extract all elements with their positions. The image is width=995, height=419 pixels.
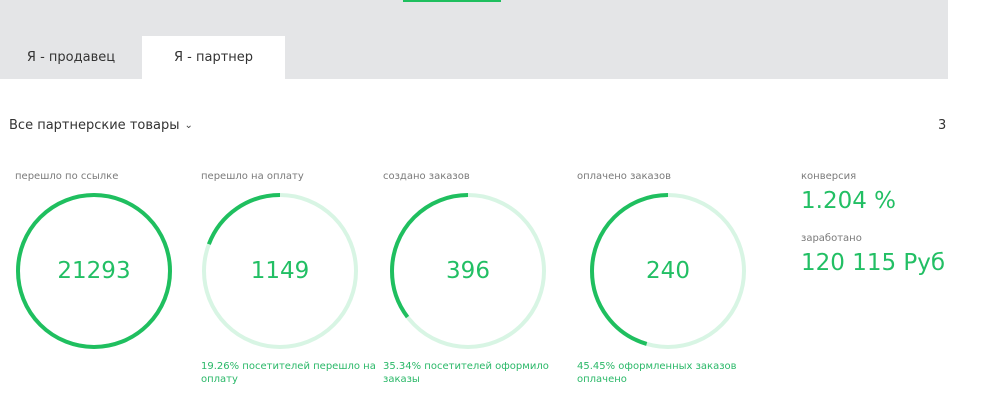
ring-went-to-payment: 1149 (201, 192, 359, 350)
stat-note-orders-paid: 45.45% оформленных заказов оплачено (577, 361, 737, 385)
stat-label-link-visits: перешло по ссылке (15, 171, 119, 182)
earned-label: заработано (801, 233, 862, 244)
ring-progress-arc (590, 193, 746, 349)
chevron-down-icon: ⌄ (184, 120, 193, 131)
stat-value-went-to-payment: 1149 (250, 258, 310, 284)
stat-note-went-to-payment: 19.26% посетителей перешло на оплату (201, 361, 376, 385)
ring-orders-paid: 240 (589, 192, 747, 350)
tab-partner-label: Я - партнер (173, 50, 254, 65)
tab-partner[interactable]: Я - партнер (142, 36, 285, 79)
right-edge-number: 3 (938, 118, 947, 133)
products-filter-dropdown[interactable]: Все партнерские товары ⌄ (9, 118, 193, 133)
stat-label-went-to-payment: перешло на оплату (201, 171, 304, 182)
stat-label-orders-created: создано заказов (383, 171, 470, 182)
filter-selected-value: Все партнерские товары (9, 118, 180, 133)
stat-value-orders-created: 396 (446, 258, 490, 284)
stat-value-orders-paid: 240 (646, 258, 690, 284)
stat-label-orders-paid: оплачено заказов (577, 171, 672, 182)
tab-seller-label: Я - продавец (26, 50, 116, 65)
tab-seller[interactable]: Я - продавец (0, 36, 142, 79)
earned-value: 120 115 Руб (801, 250, 946, 276)
ring-progress-arc (390, 193, 546, 349)
ring-progress-arc (16, 193, 172, 349)
ring-progress-arc (202, 193, 358, 349)
active-accent-bar (403, 0, 501, 2)
stat-value-link-visits: 21293 (57, 258, 131, 284)
conversion-value: 1.204 % (801, 188, 897, 214)
ring-link-visits: 21293 (15, 192, 173, 350)
conversion-label: конверсия (801, 171, 857, 182)
stat-note-orders-created: 35.34% посетителей оформило заказы (383, 361, 549, 385)
ring-orders-created: 396 (389, 192, 547, 350)
